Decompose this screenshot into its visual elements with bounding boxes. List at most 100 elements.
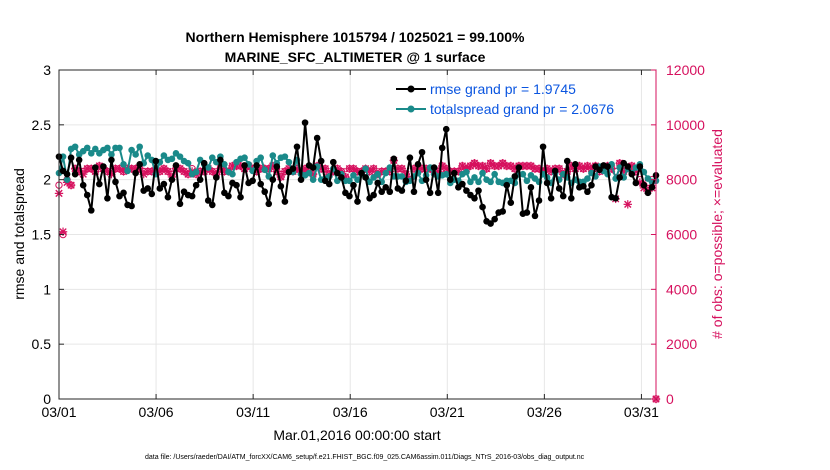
totalspread-point bbox=[386, 164, 394, 171]
rmse-point bbox=[168, 176, 176, 183]
rmse-point bbox=[176, 200, 184, 208]
chart-title-line1: Northern Hemisphere 1015794 / 1025021 = … bbox=[186, 29, 525, 45]
rmse-point bbox=[628, 170, 636, 178]
totalspread-point bbox=[479, 169, 486, 177]
rmse-point bbox=[612, 195, 619, 202]
rmse-point bbox=[225, 192, 232, 200]
rmse-point bbox=[261, 188, 269, 196]
rmse-point bbox=[204, 197, 212, 204]
rmse-point bbox=[297, 176, 305, 183]
rmse-point bbox=[237, 193, 244, 201]
x-tick-label: 03/06 bbox=[139, 404, 174, 420]
right-tick-label: 0 bbox=[666, 391, 674, 407]
rmse-point bbox=[648, 184, 656, 191]
rmse-point bbox=[112, 178, 119, 186]
totalspread-point bbox=[104, 144, 111, 152]
totalspread-point bbox=[83, 144, 91, 152]
rmse-point bbox=[386, 188, 394, 196]
rmse-point bbox=[217, 156, 224, 164]
rmse-point bbox=[350, 181, 357, 189]
totalspread-point bbox=[124, 167, 131, 175]
rmse-point bbox=[499, 208, 507, 215]
rmse-point bbox=[503, 181, 511, 189]
rmse-point bbox=[156, 185, 164, 192]
rmse-point bbox=[644, 189, 652, 197]
rmse-point bbox=[390, 155, 398, 163]
rmse-point bbox=[370, 191, 377, 199]
rmse-point bbox=[213, 174, 220, 181]
rmse-point bbox=[471, 195, 478, 202]
rmse-point bbox=[309, 164, 317, 171]
rmse-point bbox=[100, 163, 107, 170]
rmse-point bbox=[640, 181, 648, 189]
rmse-point bbox=[374, 179, 381, 187]
totalspread-point bbox=[116, 144, 123, 152]
totalspread-point bbox=[63, 176, 71, 183]
rmse-point bbox=[479, 203, 486, 211]
x-tick-label: 03/31 bbox=[624, 404, 659, 420]
totalspread-point bbox=[487, 178, 494, 186]
rmse-point bbox=[463, 187, 470, 194]
totalspread-point bbox=[584, 175, 591, 182]
totalspread-point bbox=[128, 146, 135, 154]
rmse-point bbox=[104, 195, 111, 202]
rmse-point bbox=[338, 174, 345, 181]
rmse-point bbox=[273, 163, 281, 170]
totalspread-point bbox=[144, 152, 152, 159]
rmse-point bbox=[491, 215, 498, 223]
rmse-point bbox=[172, 162, 180, 169]
rmse-point bbox=[325, 180, 333, 188]
totalspread-point bbox=[398, 173, 406, 180]
rmse-point bbox=[67, 154, 75, 162]
totalspread-point bbox=[229, 170, 236, 178]
rmse-point bbox=[543, 179, 551, 187]
totalspread-point bbox=[176, 153, 184, 160]
left-tick-label: 0 bbox=[43, 391, 51, 407]
totalspread-point bbox=[366, 178, 373, 186]
totalspread-point bbox=[309, 176, 317, 183]
rmse-point bbox=[257, 180, 264, 188]
rmse-point bbox=[108, 156, 115, 164]
rmse-point bbox=[616, 174, 623, 181]
chart-title-line2: MARINE_SFC_ALTIMETER @ 1 surface bbox=[225, 49, 486, 65]
right-tick-label: 4000 bbox=[666, 281, 697, 297]
rmse-point bbox=[132, 169, 139, 177]
totalspread-point bbox=[87, 150, 95, 157]
rmse-point bbox=[79, 181, 87, 189]
right-tick-label: 10000 bbox=[666, 117, 705, 133]
rmse-point bbox=[144, 185, 152, 192]
totalspread-point bbox=[471, 174, 478, 181]
rmse-point bbox=[527, 184, 535, 191]
x-tick-label: 03/21 bbox=[430, 404, 465, 420]
rmse-point bbox=[507, 199, 515, 206]
totalspread-point bbox=[491, 170, 498, 178]
rmse-point bbox=[402, 177, 410, 185]
rmse-point bbox=[572, 161, 579, 168]
rmse-point bbox=[92, 164, 99, 171]
rmse-point bbox=[430, 164, 438, 171]
rmse-point bbox=[451, 169, 458, 177]
rmse-point bbox=[75, 156, 83, 164]
right-tick-label: 8000 bbox=[666, 172, 697, 188]
rmse-point bbox=[152, 157, 160, 165]
rmse-point bbox=[559, 192, 567, 200]
legend-spread-label: totalspread grand pr = 2.0676 bbox=[430, 101, 614, 117]
totalspread-point bbox=[92, 145, 99, 153]
totalspread-point bbox=[208, 154, 216, 162]
rmse-point bbox=[208, 201, 216, 209]
rmse-point bbox=[382, 184, 390, 191]
totalspread-point bbox=[519, 170, 527, 178]
rmse-point bbox=[442, 125, 450, 133]
right-axis-ticks: 0 2000 4000 6000 8000 10000 12000 bbox=[651, 62, 705, 407]
rmse-point bbox=[281, 198, 289, 205]
left-axis-ticks: 0 0.5 1 1.5 2 2.5 3 bbox=[32, 62, 64, 407]
totalspread-point bbox=[257, 154, 264, 162]
rmse-point bbox=[241, 162, 248, 169]
rmse-point bbox=[446, 176, 454, 183]
totalspread-point bbox=[241, 154, 248, 162]
rmse-point bbox=[334, 169, 341, 177]
rmse-point bbox=[414, 161, 422, 168]
rmse-point bbox=[277, 182, 285, 190]
x-tick-label: 03/11 bbox=[236, 404, 270, 420]
totalspread-point bbox=[120, 161, 127, 168]
